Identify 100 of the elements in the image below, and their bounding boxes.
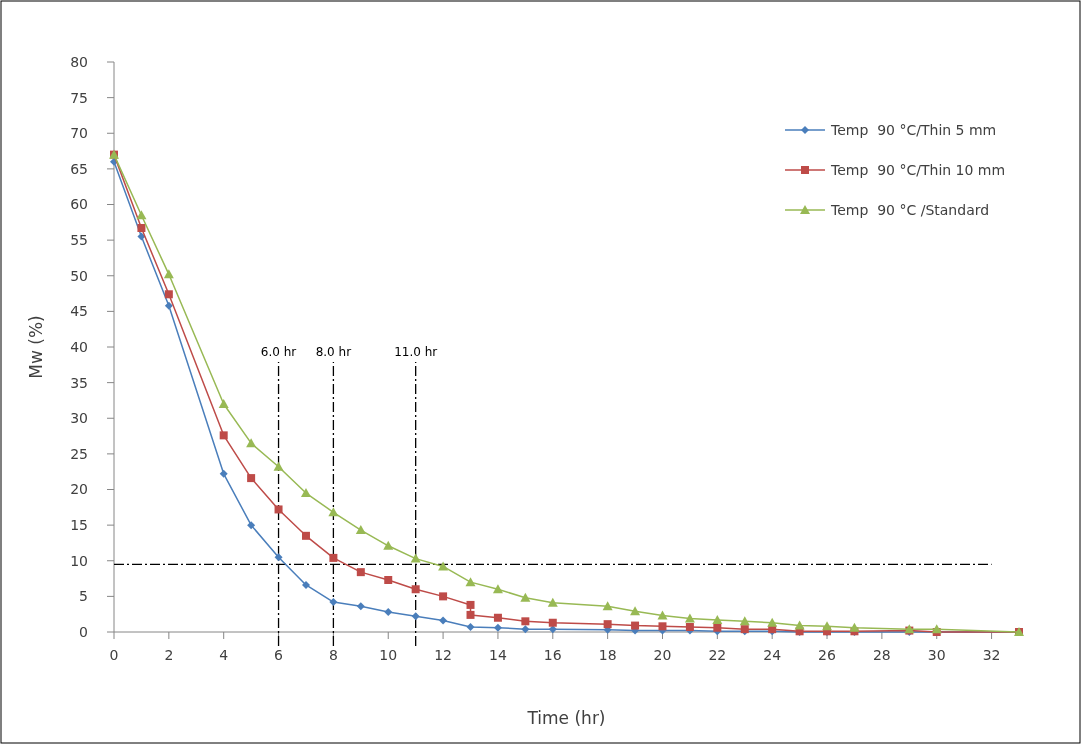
point (493, 623, 502, 632)
point (603, 620, 612, 629)
point (301, 580, 310, 589)
x-tick-label: 28 (872, 647, 891, 663)
x-tick-label: 20 (653, 647, 672, 663)
point (410, 553, 421, 563)
point (164, 301, 173, 310)
point (384, 608, 393, 617)
ref-line-label: 8.0 hr (315, 345, 352, 359)
point (247, 474, 256, 483)
point (273, 461, 284, 471)
y-tick-label: 75 (70, 89, 88, 106)
point (356, 568, 365, 577)
point (137, 232, 146, 241)
point (631, 621, 640, 630)
point (466, 623, 475, 632)
point (219, 431, 228, 440)
y-tick-label: 20 (70, 481, 88, 498)
point (767, 617, 778, 627)
point (439, 616, 448, 625)
point (822, 621, 833, 631)
x-tick-label: 14 (489, 647, 507, 663)
x-tick-label: 22 (708, 647, 727, 663)
point (548, 618, 557, 627)
y-tick-label: 5 (79, 588, 88, 605)
point (383, 540, 394, 550)
point (411, 612, 420, 621)
y-tick-label: 40 (70, 338, 88, 355)
point (492, 584, 503, 594)
point (247, 521, 256, 530)
x-tick-label: 16 (543, 647, 562, 663)
point (439, 592, 448, 601)
point (246, 438, 257, 448)
x-tick-label: 8 (328, 647, 338, 663)
x-tick-label: 24 (763, 647, 782, 663)
point (219, 469, 228, 478)
y-tick-label: 65 (70, 160, 88, 177)
x-tick-label: 26 (818, 647, 837, 663)
point (520, 592, 531, 602)
point (931, 624, 942, 634)
point (521, 617, 530, 626)
point (136, 210, 147, 220)
point (411, 585, 420, 594)
point (137, 224, 146, 233)
point (739, 616, 750, 626)
x-tick-label: 6 (274, 647, 284, 663)
legend-label: Temp 90 °C/Thin 10 mm (830, 161, 1006, 178)
y-axis-title: Mw (%) (26, 315, 46, 379)
y-tick-label: 50 (70, 267, 88, 284)
y-tick-label: 15 (70, 517, 88, 534)
x-tick-label: 2 (164, 647, 174, 663)
x-tick-label: 32 (982, 647, 1001, 663)
point (630, 606, 641, 616)
legend-label: Temp 90 °C/Thin 5 mm (830, 121, 997, 138)
point (329, 553, 338, 562)
point (218, 399, 229, 408)
point (466, 610, 475, 619)
point (547, 597, 558, 607)
point (438, 561, 449, 571)
point (658, 622, 667, 631)
x-tick-label: 0 (109, 647, 119, 663)
legend-label: Temp 90 °C /Standard (830, 201, 990, 218)
point (164, 290, 173, 299)
x-tick-label: 4 (219, 647, 229, 663)
point (713, 623, 722, 632)
y-tick-label: 10 (70, 552, 88, 569)
point (163, 269, 174, 279)
point (602, 601, 613, 611)
y-tick-label: 0 (79, 623, 88, 640)
point (794, 620, 805, 630)
y-tick-label: 30 (70, 410, 88, 427)
point (356, 602, 365, 611)
point (712, 614, 723, 624)
point (301, 531, 310, 540)
y-tick-label: 45 (70, 303, 88, 320)
x-tick-label: 18 (598, 647, 617, 663)
point (300, 488, 311, 498)
point (849, 622, 860, 632)
point (329, 598, 338, 607)
y-tick-label: 35 (70, 374, 88, 391)
point (465, 577, 476, 587)
point (657, 610, 668, 620)
y-tick-label: 70 (70, 125, 88, 142)
x-tick-label: 30 (927, 647, 946, 663)
point (355, 525, 366, 535)
point (384, 575, 393, 584)
ref-line-label: 11.0 hr (394, 345, 438, 359)
point (521, 625, 530, 634)
ref-line-label: 6.0 hr (260, 345, 297, 359)
x-axis-title: Time (hr) (526, 708, 606, 728)
point (328, 507, 339, 517)
point (274, 505, 283, 514)
y-tick-label: 55 (70, 232, 88, 249)
y-tick-label: 25 (70, 445, 88, 462)
x-tick-label: 12 (434, 647, 452, 663)
x-tick-label: 10 (379, 647, 398, 663)
point (274, 553, 283, 562)
y-tick-label: 60 (70, 196, 88, 213)
point (493, 613, 502, 622)
y-tick-label: 80 (70, 53, 88, 70)
